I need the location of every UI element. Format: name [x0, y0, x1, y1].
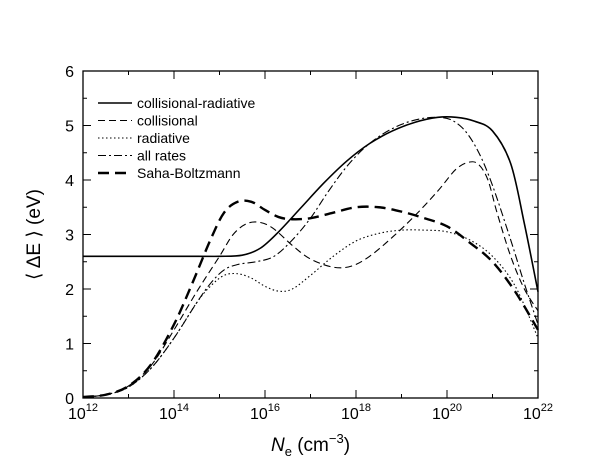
- legend-label: collisional-radiative: [137, 95, 255, 111]
- y-tick-label: 3: [65, 228, 74, 245]
- x-tick-label: 1020: [432, 402, 462, 423]
- y-axis-label: ⟨ ΔE ⟩ (eV): [24, 189, 45, 280]
- legend-label: radiative: [137, 130, 190, 146]
- legend: collisional-radiative collisionalradiativ…: [98, 95, 255, 181]
- y-tick-label: 1: [65, 337, 74, 354]
- y-tick-label: 0: [65, 391, 74, 408]
- axis-titles: Ne (cm−3) ⟨ ΔE ⟩ (eV): [24, 189, 350, 459]
- series-line-saha-boltzmann: [82, 199, 540, 399]
- y-tick-label: 5: [65, 119, 74, 136]
- legend-label: collisional: [137, 113, 198, 129]
- legend-label: all rates: [137, 148, 186, 164]
- y-tick-label: 4: [65, 173, 74, 190]
- y-tick-label: 2: [65, 282, 74, 299]
- x-tick-label: 1012: [68, 402, 98, 423]
- series-line-collisional-radiative: [83, 115, 539, 292]
- legend-label: Saha-Boltzmann: [137, 165, 241, 181]
- x-tick-label: 1014: [159, 402, 189, 423]
- x-axis-label: Ne (cm−3): [271, 431, 350, 459]
- x-tick-label: 1018: [341, 402, 371, 423]
- axis-ticks: 1012 1014 1016 1018 1020 1022 0 1 2 3 4 5 6: [65, 64, 553, 423]
- series-line-collisional: [82, 161, 539, 398]
- series-lines: [82, 115, 540, 399]
- y-tick-label: 6: [65, 64, 74, 81]
- series-line-radiative: [82, 229, 539, 398]
- series-line-all-rates: [82, 116, 539, 398]
- x-tick-label: 1022: [523, 402, 553, 423]
- x-tick-label: 1016: [250, 402, 280, 423]
